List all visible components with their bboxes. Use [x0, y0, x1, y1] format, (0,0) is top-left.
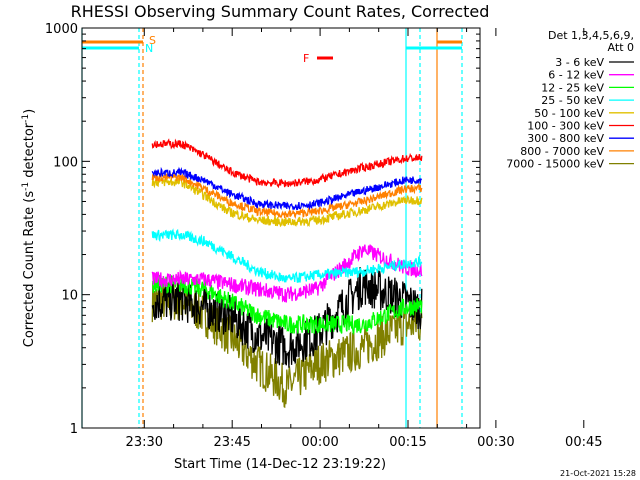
y-axis-label-main: Corrected Count Rate (s: [22, 191, 37, 348]
legend-entry-label: 3 - 6 keV: [555, 56, 604, 69]
x-tick-label: 23:45: [213, 435, 250, 450]
x-tick-label: 23:30: [126, 435, 163, 450]
series-line-7: [152, 174, 422, 219]
y-axis-label-sup1: -1: [21, 182, 31, 191]
flag-label-f: F: [303, 52, 309, 65]
x-tick-label: 00:45: [565, 435, 602, 450]
legend-entry-label: 800 - 7000 keV: [520, 145, 604, 158]
series-line-5: [152, 140, 422, 187]
legend-entry-label: 6 - 12 keV: [548, 69, 604, 82]
legend-entry-label: 100 - 300 keV: [527, 120, 604, 133]
legend-entry-label: 25 - 50 keV: [541, 94, 604, 107]
y-tick-label: 100: [53, 155, 78, 170]
chart-title: RHESSI Observing Summary Count Rates, Co…: [71, 2, 490, 21]
legend-header-2: Att 0: [608, 41, 634, 54]
series-layer: [152, 140, 422, 407]
series-line-3: [152, 230, 422, 283]
x-tick-label: 00:15: [389, 435, 426, 450]
y-tick-label: 10: [61, 289, 78, 304]
legend-entry-label: 12 - 25 keV: [541, 81, 604, 94]
y-axis-label: Corrected Count Rate (s-1 detector-1): [21, 109, 37, 347]
legend-entry-label: 300 - 800 keV: [527, 132, 604, 145]
y-axis-label-sup2: -1: [21, 114, 31, 123]
x-axis-label: Start Time (14-Dec-12 23:19:22): [174, 457, 386, 472]
x-tick-label: 00:30: [477, 435, 514, 450]
y-tick-label: 1000: [45, 22, 78, 37]
timestamp: 21-Oct-2021 15:28: [560, 469, 636, 478]
y-tick-label: 1: [70, 422, 78, 437]
x-axis: 23:30 23:45 00:00 00:15 00:30 00:45: [126, 28, 603, 450]
y-axis-label-mid: detector: [22, 122, 37, 182]
series-line-6: [152, 169, 422, 210]
legend-entry-label: 7000 - 15000 keV: [506, 158, 604, 171]
y-axis-label-end: ): [22, 109, 37, 114]
flag-label-n: N: [145, 42, 153, 55]
x-tick-label: 00:00: [301, 435, 338, 450]
legend-entry-label: 50 - 100 keV: [534, 107, 604, 120]
